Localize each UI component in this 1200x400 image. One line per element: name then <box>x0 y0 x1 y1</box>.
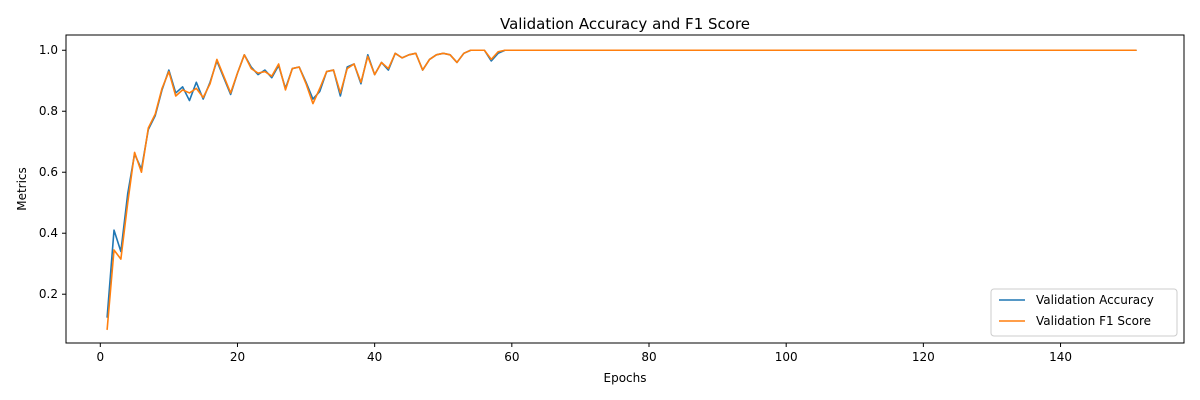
plot-frame <box>65 34 1185 344</box>
series-line-validation-f1-score <box>106 49 1137 331</box>
x-tick-label: 20 <box>230 350 245 364</box>
x-tick-label: 80 <box>641 350 656 364</box>
y-tick-label: 0.8 <box>39 104 58 118</box>
legend: Validation Accuracy Validation F1 Score <box>990 288 1178 337</box>
y-axis-label: Metrics <box>15 167 29 211</box>
y-axis: 0.2 0.4 0.6 0.8 1.0 <box>39 43 66 301</box>
y-tick-label: 0.2 <box>39 287 58 301</box>
y-tick-label: 0.4 <box>39 226 58 240</box>
series-lines <box>106 49 1137 331</box>
legend-label: Validation F1 Score <box>1036 314 1151 328</box>
y-tick-label: 0.6 <box>39 165 58 179</box>
x-tick-label: 40 <box>367 350 382 364</box>
x-axis-label: Epochs <box>604 371 647 385</box>
legend-box <box>990 288 1178 337</box>
x-tick-label: 140 <box>1049 350 1072 364</box>
y-tick-label: 1.0 <box>39 43 58 57</box>
x-tick-label: 120 <box>912 350 935 364</box>
series-line-validation-accuracy <box>106 49 1137 318</box>
legend-label: Validation Accuracy <box>1036 293 1154 307</box>
x-axis: 0 20 40 60 80 100 120 140 <box>96 343 1072 364</box>
chart-title: Validation Accuracy and F1 Score <box>500 15 750 33</box>
x-tick-label: 100 <box>775 350 798 364</box>
x-tick-label: 60 <box>504 350 519 364</box>
x-tick-label: 0 <box>96 350 104 364</box>
plot-area <box>65 34 1185 344</box>
